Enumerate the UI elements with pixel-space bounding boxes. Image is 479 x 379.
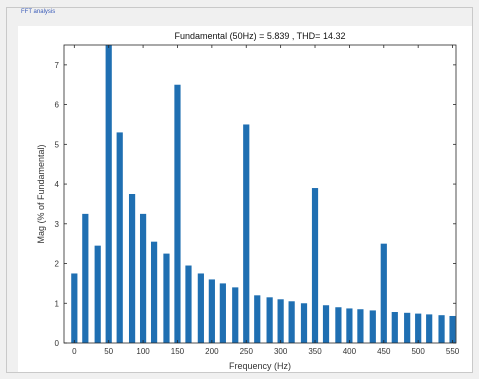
- bar: [277, 299, 284, 343]
- bar: [197, 273, 204, 343]
- bar: [174, 84, 181, 344]
- x-tick-label: 550: [446, 347, 460, 356]
- x-tick-label: 100: [136, 347, 150, 356]
- x-tick-label: 150: [171, 347, 185, 356]
- bar: [94, 245, 101, 343]
- bar: [404, 312, 411, 343]
- y-tick-label: 1: [55, 299, 60, 308]
- y-axis-label: Mag (% of Fundamental): [36, 144, 46, 243]
- bar: [346, 308, 353, 343]
- y-tick-label: 5: [55, 140, 60, 149]
- panel-label: FFT analysis: [19, 9, 58, 15]
- bar: [105, 45, 112, 343]
- bar: [380, 243, 387, 343]
- bar: [311, 188, 319, 343]
- x-axis-label: Frequency (Hz): [229, 361, 291, 371]
- y-tick-label: 0: [55, 339, 60, 348]
- y-tick-label: 3: [55, 220, 60, 229]
- bar: [415, 313, 422, 343]
- x-tick-label: 250: [240, 347, 254, 356]
- y-tick-label: 6: [55, 101, 60, 110]
- x-tick-label: 200: [205, 347, 219, 356]
- bar: [438, 315, 445, 343]
- bar: [426, 314, 433, 343]
- fft-bar-chart: Fundamental (50Hz) = 5.839 , THD= 14.32 …: [36, 31, 460, 371]
- x-tick-label: 350: [308, 347, 322, 356]
- bar: [185, 265, 192, 343]
- x-tick-label: 300: [274, 347, 288, 356]
- axes: 0 50 100 150 200 250 300 350 400 450 500 550 0 1 2 3 4 5 6…: [55, 44, 460, 356]
- bar: [128, 194, 136, 343]
- bar: [449, 315, 456, 343]
- x-tick-label: 0: [72, 347, 77, 356]
- bar: [71, 273, 78, 343]
- bar: [369, 310, 376, 343]
- bar: [163, 253, 170, 343]
- y-tick-label: 4: [55, 180, 60, 189]
- bar: [150, 241, 158, 343]
- chart-title: Fundamental (50Hz) = 5.839 , THD= 14.32: [175, 31, 346, 41]
- bar: [139, 213, 147, 343]
- bar: [219, 283, 226, 343]
- bar: [288, 301, 295, 343]
- bar: [82, 213, 89, 343]
- bars: [71, 45, 456, 344]
- chart-figure: Fundamental (50Hz) = 5.839 , THD= 14.32 …: [18, 26, 472, 372]
- bar: [243, 124, 250, 343]
- bar: [254, 295, 261, 343]
- bar: [391, 312, 398, 343]
- y-tick-label: 7: [55, 61, 60, 70]
- axes-box: [63, 44, 457, 344]
- bar: [335, 307, 342, 343]
- x-tick-label: 50: [104, 347, 113, 356]
- bar: [116, 132, 123, 343]
- bar: [300, 303, 308, 343]
- bar: [232, 287, 239, 343]
- y-tick-label: 2: [55, 260, 60, 269]
- bar: [208, 279, 215, 343]
- bar: [322, 305, 330, 343]
- bar: [357, 309, 364, 343]
- x-tick-label: 500: [411, 347, 425, 356]
- x-tick-label: 400: [343, 347, 357, 356]
- bar: [266, 297, 273, 343]
- x-tick-label: 450: [377, 347, 391, 356]
